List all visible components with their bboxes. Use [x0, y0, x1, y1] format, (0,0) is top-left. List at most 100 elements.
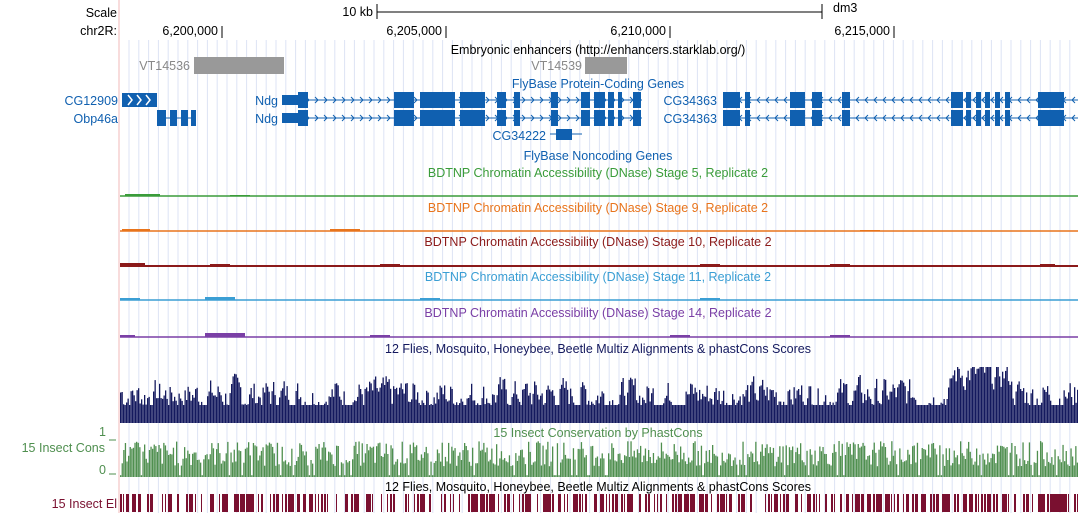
- conserved-element: [210, 494, 213, 512]
- gene-exon[interactable]: [995, 92, 1000, 108]
- gene-exon[interactable]: [608, 92, 614, 108]
- multiz-track[interactable]: 12 Flies, Mosquito, Honeybee, Beetle Mul…: [120, 342, 1078, 423]
- gene-exon[interactable]: [551, 110, 558, 126]
- gene-exon[interactable]: [394, 110, 414, 126]
- conservation-bar: [248, 442, 250, 477]
- conservation-bar: [545, 449, 547, 477]
- gene-exon[interactable]: [976, 110, 981, 126]
- ruler-track[interactable]: Scale chr2R: 10 kb dm3 6,200,000 6,205,00…: [80, 1, 895, 38]
- gene-exon[interactable]: [633, 92, 641, 108]
- gene-exon[interactable]: [460, 92, 485, 108]
- gene-exon[interactable]: [460, 110, 485, 126]
- enhancers-track[interactable]: Embryonic enhancers (http://enhancers.st…: [139, 43, 745, 74]
- multiz-bar: [142, 404, 144, 423]
- gene-exon[interactable]: [1038, 110, 1064, 126]
- conservation-bar: [851, 454, 853, 477]
- gene-exon[interactable]: [951, 92, 963, 108]
- conservation-bar: [652, 453, 655, 477]
- genes-track-title: FlyBase Protein-Coding Genes: [512, 77, 684, 91]
- dnase-track-stage5[interactable]: BDTNP Chromatin Accessibility (DNase) St…: [120, 166, 1078, 197]
- multiz-bar: [186, 400, 188, 423]
- dnase-track-stage10[interactable]: BDTNP Chromatin Accessibility (DNase) St…: [120, 235, 1078, 267]
- gene-exon[interactable]: [497, 92, 506, 108]
- gene-exon[interactable]: [514, 110, 520, 126]
- multiz-bar: [606, 405, 608, 423]
- gene-exon[interactable]: [608, 110, 614, 126]
- gene-exon[interactable]: [723, 92, 740, 108]
- gene-exon[interactable]: [1038, 92, 1064, 108]
- gene-exon[interactable]: [420, 110, 455, 126]
- multiz-bar: [609, 401, 611, 423]
- conservation-bar: [539, 443, 541, 477]
- dnase-track-stage11[interactable]: BDTNP Chromatin Accessibility (DNase) St…: [120, 270, 1078, 301]
- gene-exon[interactable]: [298, 92, 308, 108]
- gene-exon[interactable]: [985, 92, 990, 108]
- conservation-bar: [963, 455, 965, 477]
- gene-exon[interactable]: [594, 92, 605, 108]
- strand-arrow: [530, 96, 535, 104]
- gene-exon[interactable]: [122, 93, 157, 107]
- gene-exon[interactable]: [170, 110, 177, 126]
- gene-exon[interactable]: [812, 110, 822, 126]
- gene-exon[interactable]: [812, 92, 822, 108]
- gene-exon[interactable]: [514, 92, 520, 108]
- gene-exon[interactable]: [282, 95, 298, 105]
- gene-exon[interactable]: [618, 92, 622, 108]
- conservation-bar: [326, 460, 328, 477]
- gene-exon[interactable]: [842, 110, 850, 126]
- gene-exon[interactable]: [790, 110, 805, 126]
- gene-exon[interactable]: [633, 110, 641, 126]
- gene-exon[interactable]: [1005, 92, 1010, 108]
- gene-exon[interactable]: [581, 110, 590, 126]
- gene-exon[interactable]: [995, 110, 1000, 126]
- conserved-element: [966, 494, 967, 512]
- gene-exon[interactable]: [551, 92, 558, 108]
- conservation-bar: [360, 465, 362, 477]
- gene-exon[interactable]: [181, 110, 188, 126]
- multiz-bar: [472, 400, 474, 423]
- gene-exon[interactable]: [951, 110, 963, 126]
- gene-exon[interactable]: [394, 92, 414, 108]
- gene-exon[interactable]: [842, 92, 850, 108]
- enhancer-feature[interactable]: [585, 57, 627, 74]
- multiz-bar: [144, 395, 146, 423]
- multiz-bar: [775, 392, 777, 423]
- gene-exon[interactable]: [282, 113, 298, 123]
- gene-exon[interactable]: [420, 92, 455, 108]
- gene-exon[interactable]: [191, 110, 196, 126]
- gene-models[interactable]: [122, 92, 1078, 140]
- gene-exon[interactable]: [618, 110, 622, 126]
- gene-exon[interactable]: [1005, 110, 1010, 126]
- gene-exon[interactable]: [298, 110, 308, 126]
- conserved-elements-track[interactable]: 12 Flies, Mosquito, Honeybee, Beetle Mul…: [52, 480, 1078, 512]
- gene-exon[interactable]: [966, 110, 971, 126]
- dnase-track-stage9[interactable]: BDTNP Chromatin Accessibility (DNase) St…: [120, 201, 1078, 232]
- gene-exon[interactable]: [497, 110, 506, 126]
- gene-exon[interactable]: [745, 92, 750, 108]
- gene-exon[interactable]: [790, 92, 805, 108]
- gene-exon[interactable]: [723, 110, 740, 126]
- gene-exon[interactable]: [985, 110, 990, 126]
- conservation-bar: [372, 446, 375, 477]
- gene-exon[interactable]: [966, 92, 971, 108]
- conserved-element: [276, 494, 279, 512]
- multiz-bar: [199, 405, 201, 423]
- gene-exon[interactable]: [745, 110, 750, 126]
- enhancer-feature[interactable]: [194, 57, 284, 74]
- gene-exon[interactable]: [594, 110, 605, 126]
- dnase-track-stage14[interactable]: BDTNP Chromatin Accessibility (DNase) St…: [120, 306, 1078, 338]
- gene-exon[interactable]: [976, 92, 981, 108]
- multiz-bar: [411, 399, 413, 423]
- conservation-bar: [780, 462, 783, 477]
- conservation-bar: [760, 451, 762, 477]
- multiz-bar: [1059, 398, 1061, 423]
- multiz-bar: [796, 390, 798, 423]
- gene-exon[interactable]: [556, 129, 572, 140]
- conserved-element: [609, 494, 610, 512]
- conserved-element: [546, 494, 549, 512]
- protein-coding-genes-track[interactable]: FlyBase Protein-Coding Genes CG12909 Obp…: [64, 77, 1078, 163]
- conservation-track[interactable]: 15 Insect Cons 1 0 15 Insect Conservatio…: [22, 425, 1078, 477]
- gene-exon[interactable]: [157, 110, 166, 126]
- gene-exon[interactable]: [581, 92, 590, 108]
- conservation-bar: [273, 453, 275, 477]
